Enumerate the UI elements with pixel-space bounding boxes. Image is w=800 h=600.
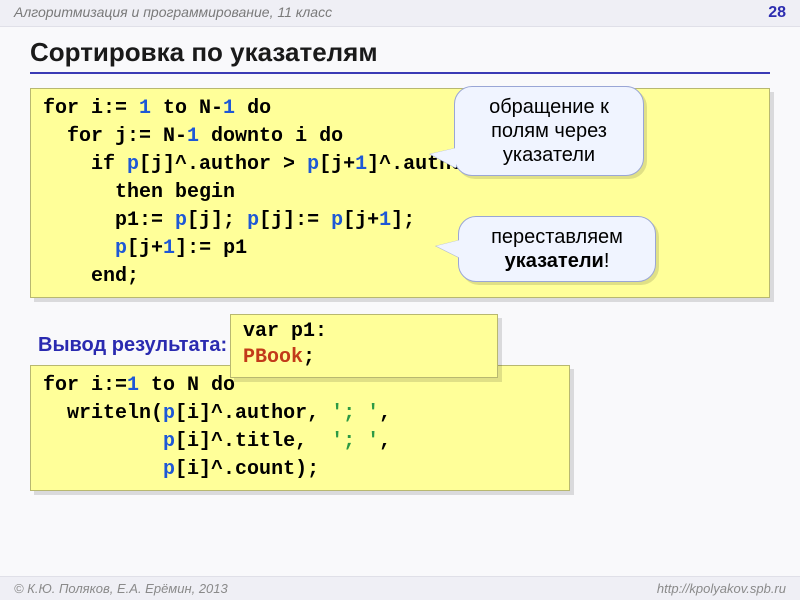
callout-tail-icon [430, 148, 456, 168]
callout-tail-icon [436, 240, 460, 258]
copyright-label: © К.Ю. Поляков, Е.А. Ерёмин, 2013 [14, 581, 228, 596]
subject-label: Алгоритмизация и программирование, 11 кл… [14, 4, 332, 22]
page-title: Сортировка по указателям [30, 37, 770, 74]
callout-field-access: обращение к полям через указатели [454, 86, 644, 176]
callout-swap-pointers: переставляем указатели! [458, 216, 656, 282]
header-bar: Алгоритмизация и программирование, 11 кл… [0, 0, 800, 27]
code-block-sort: for i:= 1 to N-1 do for j:= N-1 downto i… [30, 88, 770, 298]
page-number: 28 [768, 4, 786, 22]
slide-content: Сортировка по указателям for i:= 1 to N-… [0, 27, 800, 491]
var-declaration-box: var p1: PBook; [230, 314, 498, 378]
site-url-label: http://kpolyakov.spb.ru [657, 581, 786, 596]
code-block-output: for i:=1 to N do writeln(p[i]^.author, '… [30, 365, 570, 491]
footer-bar: © К.Ю. Поляков, Е.А. Ерёмин, 2013 http:/… [0, 576, 800, 600]
